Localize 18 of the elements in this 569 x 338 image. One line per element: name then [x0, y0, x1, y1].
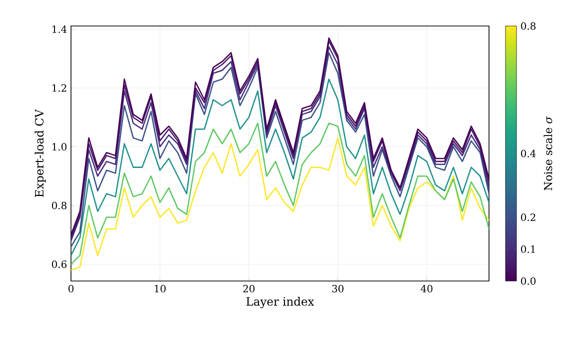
color-bar-label: 0.0	[521, 277, 536, 285]
y-tick-label: 1.0	[52, 142, 66, 151]
y-tick-label: 0.8	[52, 202, 66, 210]
color-bar-title: Noise scale σ	[544, 116, 552, 190]
x-tick-label: 30	[332, 284, 344, 292]
x-axis-title: Layer index	[246, 296, 314, 308]
color-bar-label: 0.4	[521, 150, 536, 158]
y-axis-title: Expert-load CV	[34, 109, 46, 198]
color-bar-label: 0.2	[521, 213, 536, 222]
color-bar-label: 0.1	[521, 245, 535, 253]
x-tick-label: 20	[243, 284, 255, 292]
x-tick-label: 0	[68, 284, 74, 292]
y-tick-label: 0.6	[52, 260, 67, 268]
y-tick-label: 1.4	[52, 25, 67, 33]
y-tick-label: 1.2	[52, 84, 66, 92]
color-bar-label: 0.8	[521, 22, 536, 30]
x-tick-label: 10	[154, 284, 166, 292]
x-tick-label: 40	[420, 284, 432, 292]
